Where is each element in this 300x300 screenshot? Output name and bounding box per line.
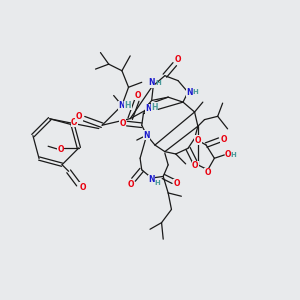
- Text: O: O: [79, 183, 86, 192]
- Text: O: O: [192, 161, 199, 170]
- Text: O: O: [76, 112, 82, 122]
- Text: N: N: [119, 101, 125, 110]
- Text: O: O: [174, 179, 180, 188]
- Text: H: H: [192, 89, 198, 95]
- Text: H: H: [156, 80, 161, 86]
- Text: N: N: [148, 175, 155, 184]
- Text: H: H: [124, 101, 131, 110]
- Text: O: O: [195, 136, 201, 145]
- Text: H: H: [154, 180, 160, 186]
- Text: O: O: [71, 118, 77, 127]
- Text: O: O: [225, 151, 232, 160]
- Text: N: N: [148, 79, 155, 88]
- Text: O: O: [220, 135, 227, 144]
- Text: H: H: [231, 152, 236, 158]
- Text: O: O: [57, 145, 64, 154]
- Text: O: O: [174, 55, 181, 64]
- Text: H: H: [151, 103, 158, 112]
- Text: O: O: [119, 119, 126, 128]
- Text: N: N: [186, 88, 193, 97]
- Text: O: O: [134, 91, 141, 100]
- Text: O: O: [205, 168, 211, 177]
- Text: N: N: [143, 130, 150, 140]
- Text: O: O: [128, 179, 134, 188]
- Text: N: N: [145, 104, 152, 113]
